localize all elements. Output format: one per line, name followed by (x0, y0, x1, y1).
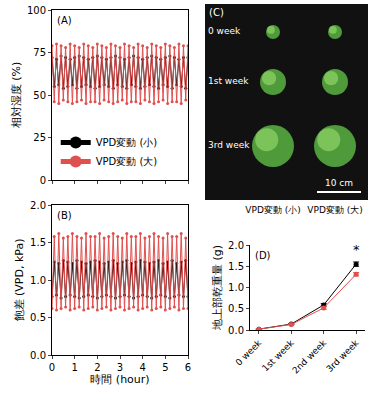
html-text:(C): (C) (209, 7, 224, 18)
svg-text:5: 5 (162, 362, 168, 373)
svg-text:50: 50 (33, 90, 46, 101)
svg-text:0: 0 (49, 362, 55, 373)
svg-text:1.5: 1.5 (30, 237, 46, 248)
svg-text:0: 0 (40, 175, 46, 186)
svg-text:1st week: 1st week (260, 337, 296, 373)
svg-text:2nd week: 2nd week (290, 337, 328, 375)
svg-text:2.0: 2.0 (30, 200, 46, 211)
svg-text:飽差 (VPD, kPa): 飽差 (VPD, kPa) (13, 239, 26, 322)
svg-text:100: 100 (27, 5, 46, 16)
svg-text:時間 (hour): 時間 (hour) (90, 373, 149, 386)
svg-text:VPD変動 (大): VPD変動 (大) (96, 156, 158, 167)
svg-text:1.0: 1.0 (30, 275, 46, 286)
svg-text:1.5: 1.5 (228, 261, 244, 272)
svg-text:4: 4 (139, 362, 145, 373)
svg-text:6: 6 (185, 362, 191, 373)
svg-text:0.0: 0.0 (30, 350, 46, 361)
html-text:3rd week: 3rd week (208, 140, 250, 150)
svg-text:25: 25 (33, 132, 46, 143)
svg-text:1.0: 1.0 (228, 282, 244, 293)
svg-text:相対湿度 (%): 相対湿度 (%) (10, 62, 23, 129)
svg-text:0 week: 0 week (234, 337, 264, 367)
svg-text:3: 3 (117, 362, 123, 373)
svg-text:(B): (B) (57, 210, 72, 221)
svg-text:VPD変動 (小): VPD変動 (小) (96, 137, 158, 148)
svg-text:2.0: 2.0 (228, 240, 244, 251)
svg-text:0.0: 0.0 (228, 325, 244, 336)
html-text:1st week: 1st week (208, 76, 249, 86)
svg-text:*: * (353, 242, 360, 257)
svg-text:0.5: 0.5 (228, 303, 244, 314)
svg-text:地上部乾重量 (g): 地上部乾重量 (g) (211, 245, 224, 331)
svg-text:1: 1 (71, 362, 77, 373)
svg-text:0.5: 0.5 (30, 312, 46, 323)
html-text:VPD変動 (大): VPD変動 (大) (307, 205, 363, 215)
svg-text:75: 75 (33, 47, 46, 58)
html-text:10 cm: 10 cm (325, 178, 353, 188)
svg-text:3rd week: 3rd week (324, 337, 361, 374)
svg-text:2: 2 (94, 362, 100, 373)
html-text:VPD変動 (小): VPD変動 (小) (245, 205, 301, 215)
svg-text:(D): (D) (255, 250, 271, 261)
svg-text:(A): (A) (57, 15, 72, 26)
html-text:0 week: 0 week (208, 26, 241, 36)
